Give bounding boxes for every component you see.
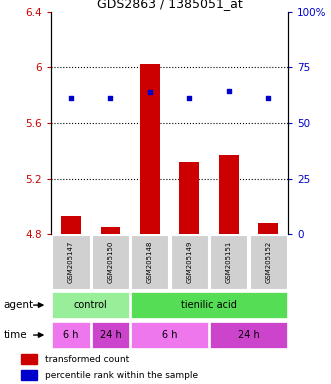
Point — [226, 88, 231, 94]
Text: control: control — [74, 300, 108, 310]
Bar — [250, 235, 287, 289]
Text: 6 h: 6 h — [63, 330, 79, 340]
Point — [147, 89, 153, 95]
Text: 6 h: 6 h — [162, 330, 177, 340]
Bar — [259, 223, 278, 234]
Point — [69, 95, 74, 101]
Text: time: time — [3, 330, 27, 340]
Bar — [219, 155, 239, 234]
Text: 24 h: 24 h — [238, 330, 260, 340]
Bar — [210, 235, 247, 289]
Bar — [53, 235, 90, 289]
Bar — [21, 370, 37, 380]
Point — [187, 95, 192, 101]
Bar — [52, 322, 90, 348]
Point — [108, 95, 113, 101]
Text: transformed count: transformed count — [45, 354, 129, 364]
Title: GDS2863 / 1385051_at: GDS2863 / 1385051_at — [97, 0, 243, 10]
Bar — [131, 322, 208, 348]
Bar — [52, 292, 129, 318]
Bar — [21, 354, 37, 364]
Bar — [101, 227, 120, 234]
Bar — [179, 162, 199, 234]
Text: GSM205148: GSM205148 — [147, 241, 153, 283]
Bar — [92, 235, 129, 289]
Text: 24 h: 24 h — [100, 330, 121, 340]
Bar — [140, 65, 160, 234]
Bar — [210, 322, 287, 348]
Text: GSM205151: GSM205151 — [226, 241, 232, 283]
Bar — [92, 322, 129, 348]
Text: GSM205149: GSM205149 — [186, 241, 192, 283]
Text: percentile rank within the sample: percentile rank within the sample — [45, 371, 198, 379]
Point — [265, 95, 271, 101]
Text: GSM205150: GSM205150 — [108, 241, 114, 283]
Text: GSM205147: GSM205147 — [68, 241, 74, 283]
Text: tienilic acid: tienilic acid — [181, 300, 237, 310]
Text: agent: agent — [3, 300, 33, 310]
Bar — [171, 235, 208, 289]
Bar — [131, 235, 168, 289]
Text: GSM205152: GSM205152 — [265, 241, 271, 283]
Bar — [61, 216, 81, 234]
Bar — [131, 292, 287, 318]
